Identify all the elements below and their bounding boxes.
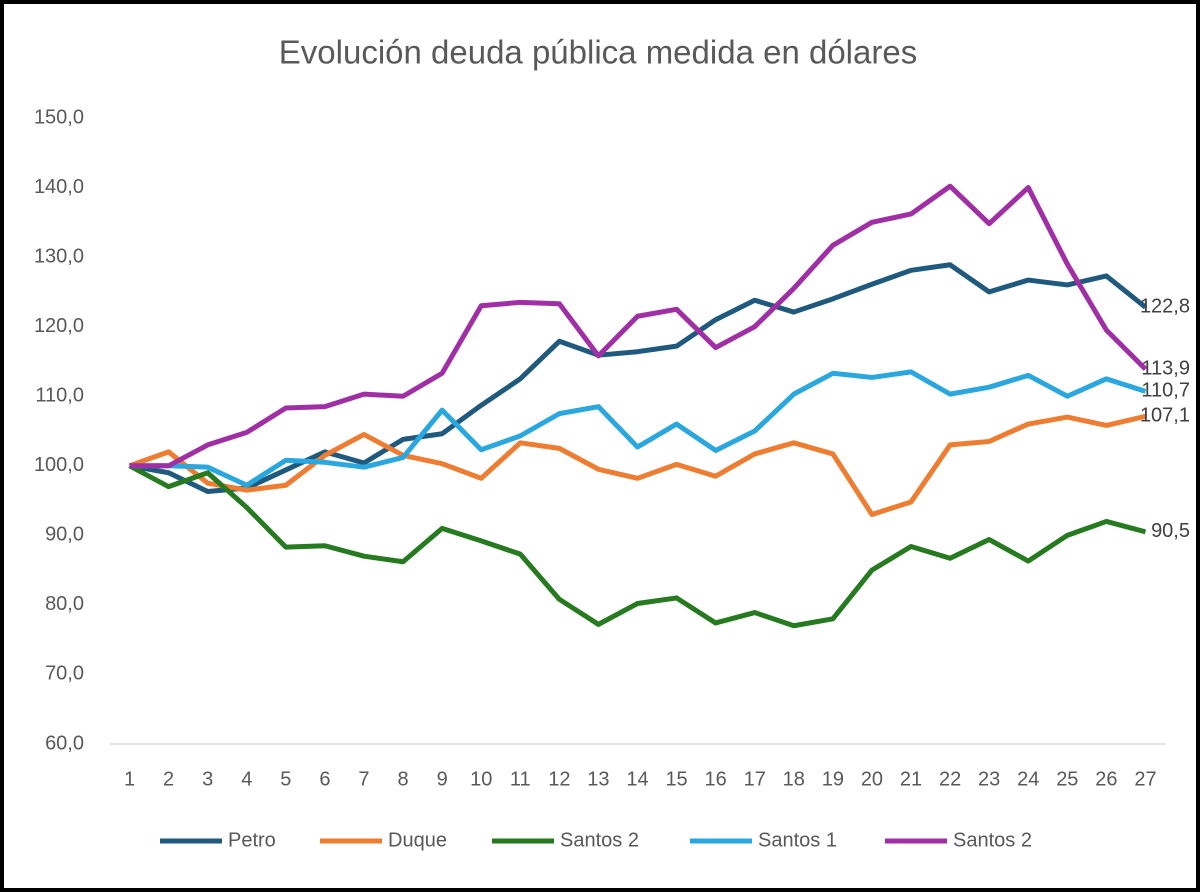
line-series xyxy=(129,262,1148,495)
x-tick-label: 9 xyxy=(437,768,448,790)
x-tick-label: 26 xyxy=(1095,768,1117,790)
x-tick-label: 24 xyxy=(1017,768,1039,790)
legend-label: Duque xyxy=(388,829,447,851)
line-series xyxy=(129,369,1147,488)
x-tick-label: 17 xyxy=(744,768,766,790)
x-tick-label: 8 xyxy=(397,768,408,790)
x-tick-label: 3 xyxy=(202,768,213,790)
x-tick-label: 15 xyxy=(665,768,687,790)
y-tick-label: 90,0 xyxy=(45,524,84,546)
y-tick-label: 80,0 xyxy=(45,593,84,615)
x-tick-label: 5 xyxy=(280,768,291,790)
x-tick-label: 1 xyxy=(124,768,135,790)
x-tick-label: 10 xyxy=(470,768,492,790)
legend-label: Petro xyxy=(228,829,276,851)
x-tick-label: 16 xyxy=(705,768,727,790)
data-label: 107,1 xyxy=(1140,405,1190,427)
x-tick-label: 19 xyxy=(822,768,844,790)
data-label: 122,8 xyxy=(1140,295,1190,317)
x-tick-label: 18 xyxy=(783,768,805,790)
line-series xyxy=(128,463,1147,629)
chart-title: Evolución deuda pública medida en dólare… xyxy=(279,34,917,71)
y-tick-label: 140,0 xyxy=(34,176,84,198)
y-tick-label: 130,0 xyxy=(34,245,84,267)
y-tick-label: 60,0 xyxy=(45,732,84,754)
x-tick-label: 7 xyxy=(358,768,369,790)
legend-label: Santos 1 xyxy=(758,829,837,851)
x-tick-label: 22 xyxy=(939,768,961,790)
x-tick-label: 20 xyxy=(861,768,883,790)
line-series xyxy=(128,413,1147,517)
data-label: 110,7 xyxy=(1141,380,1190,402)
x-tick-label: 13 xyxy=(587,768,609,790)
x-tick-label: 12 xyxy=(548,768,570,790)
x-tick-label: 11 xyxy=(510,768,531,790)
x-tick-label: 6 xyxy=(319,768,330,790)
x-tick-label: 21 xyxy=(900,768,922,790)
legend-label: Santos 2 xyxy=(953,829,1032,851)
x-tick-label: 27 xyxy=(1134,768,1156,790)
x-tick-label: 4 xyxy=(241,768,252,790)
x-tick-label: 14 xyxy=(626,768,648,790)
y-tick-label: 70,0 xyxy=(45,663,84,685)
x-tick-label: 2 xyxy=(163,768,174,790)
x-tick-label: 23 xyxy=(978,768,1000,790)
data-label: 113,9 xyxy=(1141,357,1190,379)
y-tick-label: 150,0 xyxy=(34,106,84,128)
data-label: 90,5 xyxy=(1151,520,1190,542)
x-tick-label: 25 xyxy=(1056,768,1078,790)
y-tick-label: 100,0 xyxy=(34,454,84,476)
y-tick-label: 110,0 xyxy=(35,385,84,407)
legend-label: Santos 2 xyxy=(560,829,639,851)
y-tick-label: 120,0 xyxy=(34,315,84,337)
line-series xyxy=(129,183,1148,469)
